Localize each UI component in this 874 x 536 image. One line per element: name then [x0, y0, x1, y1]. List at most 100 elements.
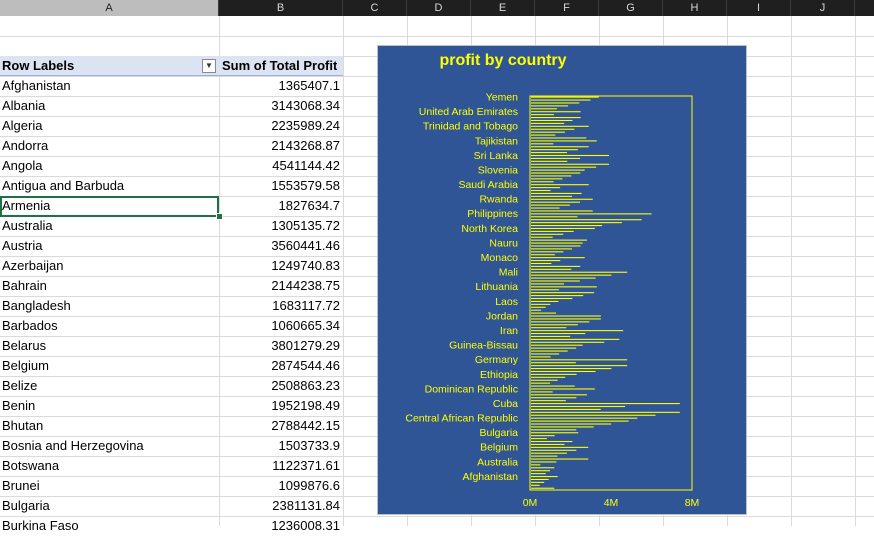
bar-tajikistan	[531, 140, 597, 142]
profit-value-cell[interactable]: 3801279.29	[271, 338, 340, 353]
bar-ethiopia	[531, 373, 577, 375]
column-header-a[interactable]: A	[0, 0, 219, 16]
row-label-cell[interactable]: Bosnia and Herzegovina	[2, 438, 144, 453]
bar-trinidad-and-tobago	[531, 125, 589, 127]
category-label: Bulgaria	[479, 427, 518, 439]
bar-unlabeled	[531, 245, 581, 247]
profit-value-cell[interactable]: 1236008.31	[271, 518, 340, 533]
category-label: North Korea	[461, 223, 518, 235]
bar-unlabeled	[531, 172, 581, 174]
chart-title: profit by country	[439, 52, 567, 69]
bar-unlabeled	[531, 207, 560, 209]
row-labels-header: Row Labels	[2, 58, 75, 73]
profit-value-cell[interactable]: 2508863.23	[271, 378, 340, 393]
row-label-cell[interactable]: Belarus	[2, 338, 47, 353]
bar-unlabeled	[531, 149, 578, 151]
x-tick-label: 8M	[685, 497, 700, 509]
row-label-cell[interactable]: Benin	[2, 398, 36, 413]
category-label: Monaco	[481, 252, 519, 264]
bar-unlabeled	[531, 181, 554, 183]
column-header-h[interactable]: H	[663, 0, 727, 16]
row-label-cell[interactable]: Bhutan	[2, 418, 44, 433]
row-labels-filter-button[interactable]: ▼	[202, 59, 216, 73]
profit-value-cell[interactable]: 1365407.1	[278, 78, 340, 93]
row-label-cell[interactable]: Algeria	[2, 118, 43, 133]
bar-unlabeled	[531, 438, 547, 440]
profit-value-cell[interactable]: 3560441.46	[271, 238, 340, 253]
bar-unlabeled	[531, 324, 578, 326]
bar-unlabeled	[531, 443, 565, 445]
row-label-cell[interactable]: Belize	[2, 378, 38, 393]
row-label-cell[interactable]: Barbados	[2, 318, 58, 333]
column-header-i[interactable]: I	[727, 0, 791, 16]
bar-unlabeled	[531, 382, 551, 384]
profit-value-cell[interactable]: 1099876.6	[278, 478, 340, 493]
profit-value-cell[interactable]: 1060665.34	[271, 318, 340, 333]
row-label-cell[interactable]: Albania	[2, 98, 46, 113]
category-label: Tajikistan	[475, 135, 518, 147]
column-header-b[interactable]: B	[219, 0, 343, 16]
bar-unlabeled	[531, 178, 563, 180]
bar-mali	[531, 271, 628, 273]
row-label-cell[interactable]: Belgium	[2, 358, 49, 373]
profit-value-cell[interactable]: 1122371.61	[272, 458, 340, 473]
column-header-d[interactable]: D	[407, 0, 471, 16]
row-label-cell[interactable]: Angola	[2, 158, 43, 173]
chevron-down-icon: ▼	[205, 61, 213, 70]
column-header-j[interactable]: J	[791, 0, 855, 16]
row-label-cell[interactable]: Brunei	[2, 478, 40, 493]
profit-value-cell[interactable]: 1952198.49	[271, 398, 340, 413]
profit-value-cell[interactable]: 2874544.46	[271, 358, 340, 373]
row-label-cell[interactable]: Bahrain	[2, 278, 47, 293]
active-cell-selection[interactable]	[0, 196, 219, 217]
row-label-cell[interactable]: Andorra	[2, 138, 49, 153]
profit-value-cell[interactable]: 2144238.75	[271, 278, 340, 293]
row-label-cell[interactable]: Austria	[2, 238, 43, 253]
profit-value-cell[interactable]: 2788442.15	[271, 418, 340, 433]
column-header-f[interactable]: F	[535, 0, 599, 16]
bar-unlabeled	[531, 338, 620, 340]
category-label: Laos	[495, 296, 518, 308]
row-label-cell[interactable]: Armenia	[2, 198, 51, 213]
row-label-cell[interactable]: Australia	[2, 218, 53, 233]
category-label: Rwanda	[479, 194, 518, 206]
profit-value-cell[interactable]: 2235989.24	[271, 118, 340, 133]
bar-jordan	[531, 315, 601, 317]
profit-value-cell[interactable]: 1827634.7	[278, 198, 340, 213]
profit-value-cell[interactable]: 1503733.9	[278, 438, 340, 453]
bar-unlabeled	[531, 236, 553, 238]
bar-unlabeled	[531, 362, 576, 364]
column-header-c[interactable]: C	[343, 0, 407, 16]
profit-value-cell[interactable]: 4541144.42	[272, 158, 340, 173]
profit-value-cell[interactable]: 2143268.87	[271, 138, 340, 153]
bar-unlabeled	[531, 341, 605, 343]
grid-column-line	[855, 16, 856, 526]
bar-unlabeled	[531, 405, 626, 408]
category-label: Trinidad and Tobago	[423, 121, 518, 133]
bar-unlabeled	[531, 411, 680, 413]
row-label-cell[interactable]: Burkina Faso	[2, 518, 79, 533]
profit-value-cell[interactable]: 1305135.72	[271, 218, 340, 233]
column-header-g[interactable]: G	[599, 0, 663, 16]
profit-value-cell[interactable]: 3143068.34	[271, 98, 340, 113]
column-header-e[interactable]: E	[471, 0, 535, 16]
bar-rwanda	[531, 198, 593, 200]
profit-value-cell[interactable]: 1683117.72	[272, 298, 340, 313]
category-label: Mali	[499, 267, 518, 279]
grid-row-line	[0, 36, 874, 37]
profit-value-cell[interactable]: 2381131.84	[272, 498, 340, 513]
row-label-cell[interactable]: Bulgaria	[2, 498, 50, 513]
row-label-cell[interactable]: Afghanistan	[2, 78, 71, 93]
grid-row-line	[0, 516, 874, 517]
bar-unlabeled	[531, 414, 656, 416]
bar-unlabeled	[531, 347, 577, 349]
row-label-cell[interactable]: Bangladesh	[2, 298, 71, 313]
profit-value-cell[interactable]: 1249740.83	[271, 258, 340, 273]
profit-chart[interactable]: profit by country Yemen United Arab Emira…	[377, 45, 747, 515]
profit-value-cell[interactable]: 1553579.58	[271, 178, 340, 193]
fill-handle[interactable]	[216, 213, 223, 220]
category-label: Philippines	[467, 208, 518, 220]
row-label-cell[interactable]: Antigua and Barbuda	[2, 178, 125, 193]
row-label-cell[interactable]: Botswana	[2, 458, 60, 473]
row-label-cell[interactable]: Azerbaijan	[2, 258, 64, 273]
